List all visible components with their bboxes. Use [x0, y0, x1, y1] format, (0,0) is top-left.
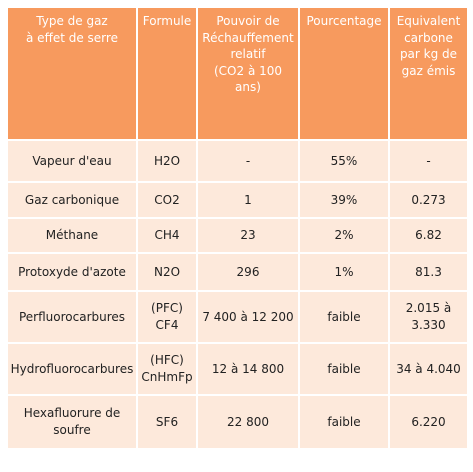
cell-gas-type: Protoxyde d'azote: [6, 252, 138, 292]
cell-carbon-equivalent: -: [388, 139, 469, 183]
cell-formula: N2O: [136, 252, 198, 292]
cell-gas-type: Gaz carbonique: [6, 181, 138, 219]
table-row: Vapeur d'eau H2O - 55% -: [6, 139, 469, 183]
header-gas-type: Type de gaz à effet de serre: [6, 6, 138, 141]
cell-formula: CH4: [136, 217, 198, 254]
cell-warming-potential: 7 400 à 12 200: [196, 290, 300, 344]
cell-carbon-equivalent: 6.220: [388, 394, 469, 450]
cell-gas-type: Hydrofluorocarbures: [6, 342, 138, 396]
cell-percentage: faible: [298, 342, 390, 396]
table-row: Gaz carbonique CO2 1 39% 0.273: [6, 181, 469, 219]
cell-formula: CO2: [136, 181, 198, 219]
cell-percentage: 39%: [298, 181, 390, 219]
header-row: Type de gaz à effet de serre Formule Pouv…: [6, 6, 469, 141]
table-row: Hydrofluorocarbures (HFC) CnHmFp 12 à 14 …: [6, 342, 469, 396]
cell-warming-potential: -: [196, 139, 300, 183]
cell-carbon-equivalent: 0.273: [388, 181, 469, 219]
cell-carbon-equivalent: 2.015 à 3.330: [388, 290, 469, 344]
cell-percentage: faible: [298, 290, 390, 344]
header-warming-potential: Pouvoir de Réchauffement relatif (CO2 à 100…: [196, 6, 300, 141]
cell-percentage: faible: [298, 394, 390, 450]
cell-percentage: 55%: [298, 139, 390, 183]
cell-formula: (PFC) CF4: [136, 290, 198, 344]
table-row: Perfluorocarbures (PFC) CF4 7 400 à 12 20…: [6, 290, 469, 344]
cell-percentage: 1%: [298, 252, 390, 292]
cell-warming-potential: 1: [196, 181, 300, 219]
cell-gas-type: Méthane: [6, 217, 138, 254]
cell-warming-potential: 22 800: [196, 394, 300, 450]
cell-warming-potential: 12 à 14 800: [196, 342, 300, 396]
cell-gas-type: Hexafluorure de soufre: [6, 394, 138, 450]
cell-carbon-equivalent: 6.82: [388, 217, 469, 254]
header-carbon-equivalent: Equivalent carbone par kg de gaz émis: [388, 6, 469, 141]
cell-gas-type: Vapeur d'eau: [6, 139, 138, 183]
table-row: Méthane CH4 23 2% 6.82: [6, 217, 469, 254]
cell-percentage: 2%: [298, 217, 390, 254]
cell-formula: (HFC) CnHmFp: [136, 342, 198, 396]
cell-warming-potential: 23: [196, 217, 300, 254]
cell-carbon-equivalent: 81.3: [388, 252, 469, 292]
header-percentage: Pourcentage: [298, 6, 390, 141]
cell-gas-type: Perfluorocarbures: [6, 290, 138, 344]
header-formula: Formule: [136, 6, 198, 141]
greenhouse-gas-table: Type de gaz à effet de serre Formule Pouv…: [6, 6, 469, 450]
cell-formula: H2O: [136, 139, 198, 183]
table-row: Hexafluorure de soufre SF6 22 800 faible …: [6, 394, 469, 450]
cell-warming-potential: 296: [196, 252, 300, 292]
cell-carbon-equivalent: 34 à 4.040: [388, 342, 469, 396]
cell-formula: SF6: [136, 394, 198, 450]
table-row: Protoxyde d'azote N2O 296 1% 81.3: [6, 252, 469, 292]
